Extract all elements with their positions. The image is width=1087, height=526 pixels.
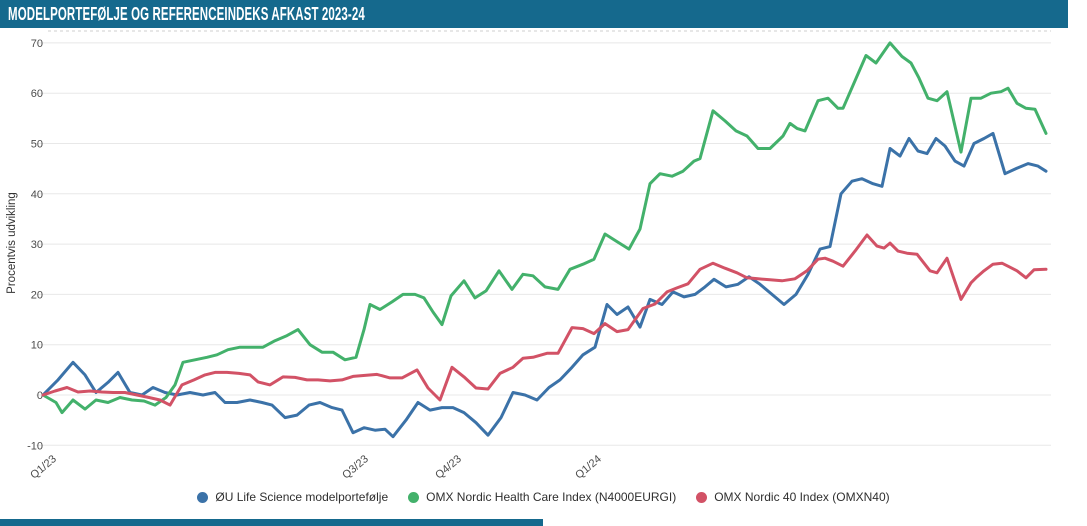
svg-text:70: 70 — [31, 38, 43, 50]
svg-text:Q3/23: Q3/23 — [340, 453, 371, 481]
legend-label: ØU Life Science modelportefølje — [215, 490, 389, 504]
svg-text:-10: -10 — [27, 440, 43, 452]
svg-text:30: 30 — [31, 239, 43, 251]
svg-text:40: 40 — [31, 189, 43, 201]
chart-legend: ØU Life Science modelportefølje OMX Nord… — [0, 490, 1087, 504]
legend-label: OMX Nordic Health Care Index (N4000EURGI… — [426, 490, 677, 504]
svg-text:20: 20 — [31, 289, 43, 301]
legend-label: OMX Nordic 40 Index (OMXN40) — [714, 490, 890, 504]
svg-text:0: 0 — [37, 390, 43, 402]
next-section-bar — [0, 519, 543, 526]
svg-text:60: 60 — [31, 88, 43, 100]
chart-title-bar: MODELPORTEFØLJE OG REFERENCEINDEKS AFKAS… — [0, 0, 1068, 28]
svg-text:Q4/23: Q4/23 — [433, 453, 464, 481]
legend-item-modelportefolje: ØU Life Science modelportefølje — [197, 490, 388, 504]
page-title: MODELPORTEFØLJE OG REFERENCEINDEKS AFKAS… — [8, 3, 365, 24]
svg-text:Q1/24: Q1/24 — [573, 453, 604, 481]
legend-dot-blue-icon — [197, 491, 209, 503]
svg-text:10: 10 — [31, 340, 43, 352]
svg-text:Q1/23: Q1/23 — [28, 453, 59, 481]
svg-text:Procentvis udvikling: Procentvis udvikling — [6, 192, 18, 294]
legend-dot-green-icon — [408, 491, 420, 503]
legend-item-omxn40-index: OMX Nordic 40 Index (OMXN40) — [696, 490, 890, 504]
legend-item-healthcare-index: OMX Nordic Health Care Index (N4000EURGI… — [408, 490, 676, 504]
legend-dot-red-icon — [696, 491, 708, 503]
svg-text:50: 50 — [31, 139, 43, 151]
